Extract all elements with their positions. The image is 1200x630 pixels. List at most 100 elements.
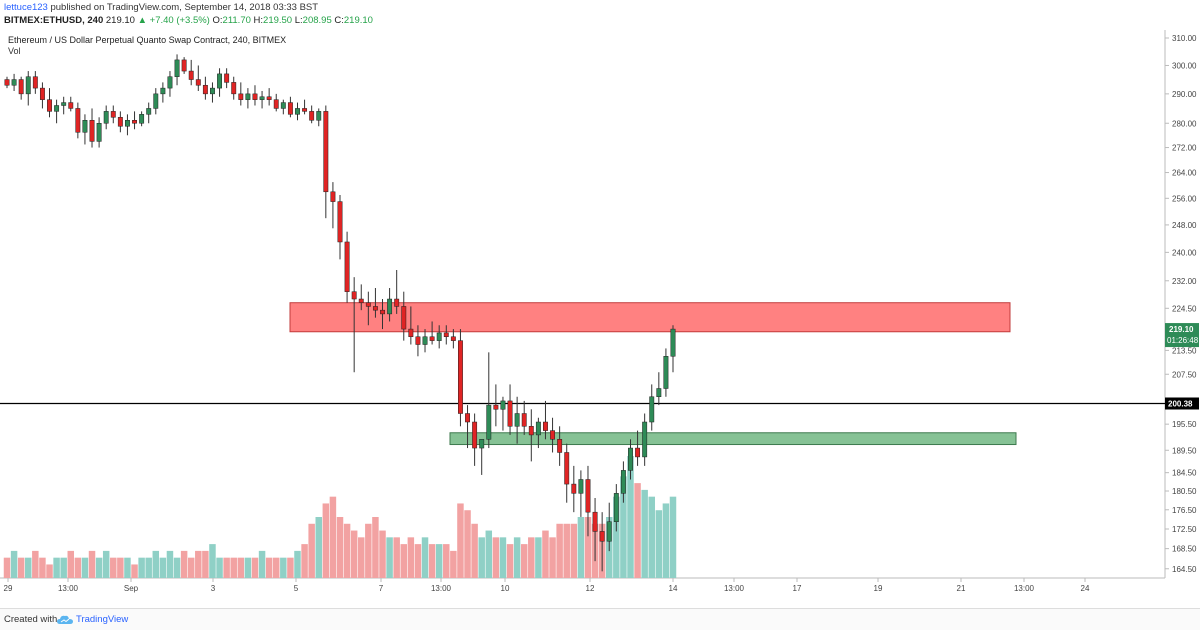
candle-body (266, 96, 272, 100)
candle-body (472, 421, 478, 449)
candle-body (245, 93, 251, 100)
volume-bar (180, 550, 188, 578)
y-tick-label: 256.00 (1172, 194, 1197, 203)
candle-body (358, 298, 364, 303)
volume-bar (513, 537, 521, 578)
candle-body (535, 421, 541, 436)
candle-body (401, 306, 407, 330)
volume-bar (471, 523, 478, 578)
candle-body (238, 93, 244, 100)
y-tick-label: 184.50 (1172, 469, 1197, 478)
y-tick-label: 310.00 (1172, 34, 1197, 43)
close-label: C: (334, 15, 344, 26)
x-tick-label: 7 (379, 584, 384, 593)
volume-bar (244, 557, 252, 578)
candle-body (210, 87, 215, 95)
username-link[interactable]: lettuce123 (4, 2, 48, 13)
candle-body (507, 400, 513, 427)
candle-body (620, 470, 626, 494)
candle-body (153, 93, 159, 109)
candle-body (330, 191, 336, 202)
volume-bar (613, 496, 620, 578)
candle-body (394, 298, 400, 307)
volume-bar (549, 537, 556, 578)
volume-bar (372, 517, 379, 578)
published-text: published on TradingView.com, September … (50, 2, 319, 13)
candle-body (465, 413, 470, 423)
tradingview-cloud-icon (57, 615, 73, 624)
candle-body (181, 59, 187, 72)
tradingview-link[interactable]: TradingView (76, 614, 129, 625)
candle-body (188, 70, 194, 80)
candle-body (125, 120, 130, 127)
volume-bar (648, 496, 655, 578)
candle-body (280, 102, 286, 109)
volume-bar (81, 557, 89, 578)
volume-bar (443, 544, 450, 578)
x-tick-label: 13:00 (724, 584, 745, 593)
candle-body (635, 447, 641, 458)
candle-body (47, 99, 52, 112)
candle-body (18, 79, 24, 95)
symbol-label[interactable]: BITMEX:ETHUSD, 240 (4, 15, 104, 26)
candle-body (613, 493, 619, 522)
price-change: +7.40 (+3.5%) (149, 15, 210, 26)
volume-bar (457, 503, 464, 578)
candle-body (25, 76, 31, 95)
y-tick-label: 300.00 (1172, 61, 1197, 70)
volume-bar (315, 517, 322, 578)
last-price-tag (1165, 323, 1199, 348)
high-label: H: (253, 15, 264, 26)
volume-bar (365, 523, 372, 578)
price-chart[interactable]: 310.00 300.00 290.00 280.00 272.00 264.00 256.… (0, 30, 1200, 608)
volume-bar (386, 537, 393, 578)
candle-body (486, 404, 492, 440)
volume-bar (464, 510, 471, 578)
chart-pane[interactable]: 310.00 300.00 290.00 280.00 272.00 264.00 256.… (0, 30, 1200, 608)
volume-bar (46, 564, 53, 578)
x-tick-label: 3 (211, 584, 216, 593)
volume-bar (655, 510, 663, 578)
x-tick-label: 17 (793, 584, 802, 593)
x-tick-label: 14 (669, 584, 678, 593)
volume-bar (577, 517, 585, 578)
candle-body (287, 102, 293, 115)
candle-body (259, 96, 265, 100)
horizontal-level-label: 200.38 (1168, 400, 1193, 409)
last-price-label: 219.10 (1169, 325, 1194, 334)
volume-bar (138, 557, 145, 578)
candle-body (61, 102, 67, 106)
volume-bar (110, 557, 117, 578)
created-with-text: Created with (4, 614, 58, 625)
candle-body (550, 430, 555, 440)
candle-body (642, 421, 648, 458)
y-tick-label: 224.50 (1172, 304, 1197, 313)
x-tick-label: 19 (874, 584, 883, 593)
candle-body (344, 241, 350, 292)
volume-bar (485, 530, 493, 578)
volume-bar (32, 550, 39, 578)
candle-body (39, 87, 45, 100)
candle-body (450, 336, 456, 341)
volume-bar (67, 550, 75, 578)
x-tick-label: 24 (1081, 584, 1090, 593)
volume-bar (535, 537, 542, 578)
volume-bar (428, 544, 436, 578)
y-tick-label: 189.50 (1172, 446, 1197, 455)
y-tick-label: 168.50 (1172, 545, 1197, 554)
volume-bar (145, 557, 152, 578)
volume-bar (95, 557, 103, 578)
candle-body (351, 291, 357, 300)
candle-body (422, 336, 428, 345)
volume-bar (393, 537, 400, 578)
volume-bar (308, 523, 315, 578)
volume-bar (421, 537, 429, 578)
y-tick-label: 213.50 (1172, 346, 1197, 355)
volume-bar (435, 544, 443, 578)
volume-bar (102, 550, 110, 578)
candle-body (323, 111, 329, 193)
candle-body (578, 479, 584, 494)
volume-bar (627, 456, 634, 578)
x-tick-label: 21 (957, 584, 966, 593)
candle-body (224, 73, 230, 83)
